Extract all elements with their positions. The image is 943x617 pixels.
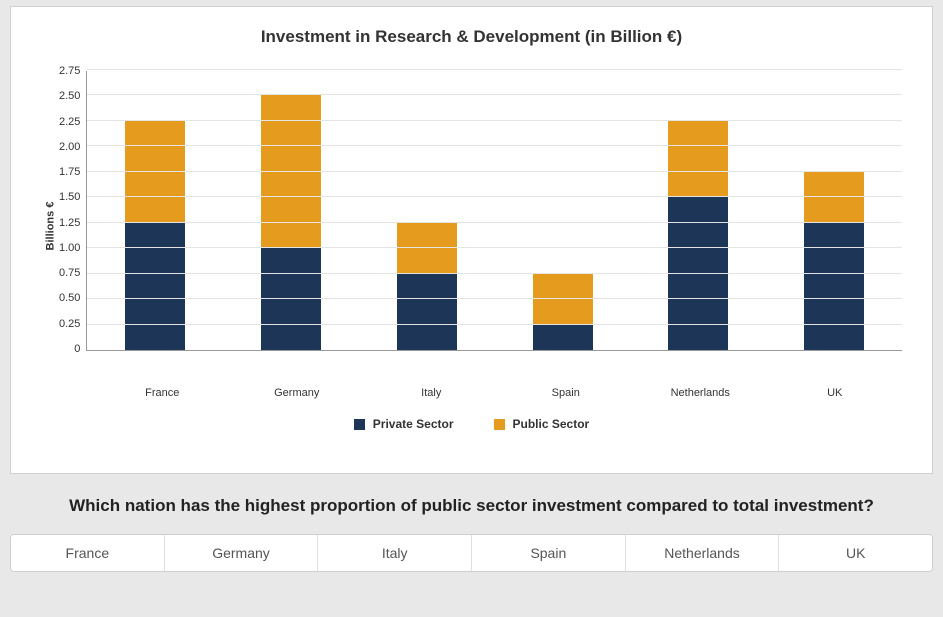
option-spain[interactable]: Spain	[472, 535, 626, 571]
x-tick: Italy	[364, 387, 499, 399]
bar-netherlands	[668, 121, 728, 350]
option-france[interactable]: France	[11, 535, 165, 571]
bar-france	[125, 121, 185, 350]
chart-card: Investment in Research & Development (in…	[10, 6, 933, 474]
x-tick: Germany	[230, 387, 365, 399]
y-tick: 0.50	[59, 292, 80, 304]
gridline	[87, 69, 902, 70]
legend-item-public: Public Sector	[494, 417, 590, 431]
bar-spain	[533, 274, 593, 350]
question-text: Which nation has the highest proportion …	[10, 496, 933, 516]
legend-label-public: Public Sector	[513, 417, 590, 431]
x-axis-ticks: FranceGermanyItalySpainNetherlandsUK	[95, 387, 902, 399]
option-uk[interactable]: UK	[779, 535, 932, 571]
y-tick: 1.25	[59, 217, 80, 229]
bars-container	[87, 71, 902, 350]
y-axis-ticks: 2.75 2.50 2.25 2.00 1.75 1.50 1.25 1.00 0.75 0.50…	[59, 65, 86, 355]
bar-slot	[223, 71, 359, 350]
bar-segment-private	[397, 274, 457, 350]
chart-body: Billions € 2.752.502.252.001.751.501.251…	[41, 71, 902, 381]
option-germany[interactable]: Germany	[165, 535, 319, 571]
bar-segment-private	[125, 223, 185, 350]
bar-slot	[766, 71, 902, 350]
gridline	[87, 324, 902, 325]
option-italy[interactable]: Italy	[318, 535, 472, 571]
gridline	[87, 196, 902, 197]
y-axis-label: Billions €	[44, 202, 56, 251]
y-tick: 1.75	[59, 166, 80, 178]
bar-segment-public	[668, 121, 728, 197]
bar-segment-private	[804, 223, 864, 350]
gridline	[87, 298, 902, 299]
legend-label-private: Private Sector	[373, 417, 454, 431]
gridline	[87, 273, 902, 274]
bar-segment-public	[804, 172, 864, 223]
y-tick: 1.00	[59, 242, 80, 254]
bar-segment-private	[261, 248, 321, 350]
bar-segment-private	[668, 197, 728, 350]
bar-segment-public	[125, 121, 185, 223]
x-tick: UK	[768, 387, 903, 399]
chart-title: Investment in Research & Development (in…	[41, 27, 902, 47]
y-tick: 0.75	[59, 267, 80, 279]
legend: Private Sector Public Sector	[41, 417, 902, 431]
bar-slot	[495, 71, 631, 350]
gridline	[87, 120, 902, 121]
x-tick: France	[95, 387, 230, 399]
bar-segment-public	[261, 95, 321, 248]
legend-item-private: Private Sector	[354, 417, 454, 431]
bar-germany	[261, 95, 321, 350]
gridline	[87, 247, 902, 248]
bar-slot	[87, 71, 223, 350]
y-tick: 0	[74, 343, 80, 355]
gridline	[87, 171, 902, 172]
bar-slot	[359, 71, 495, 350]
y-tick: 2.75	[59, 65, 80, 77]
bar-segment-private	[533, 325, 593, 350]
option-netherlands[interactable]: Netherlands	[626, 535, 780, 571]
y-axis-label-wrap: Billions €	[41, 71, 59, 381]
gridline	[87, 94, 902, 95]
y-tick: 2.50	[59, 90, 80, 102]
legend-swatch-public	[494, 419, 505, 430]
bar-segment-public	[397, 223, 457, 274]
y-tick: 1.50	[59, 191, 80, 203]
x-tick: Spain	[499, 387, 634, 399]
y-tick: 2.25	[59, 116, 80, 128]
plot-area	[86, 71, 902, 351]
question-block: Which nation has the highest proportion …	[10, 496, 933, 572]
legend-swatch-private	[354, 419, 365, 430]
gridline	[87, 145, 902, 146]
y-tick: 2.00	[59, 141, 80, 153]
x-tick: Netherlands	[633, 387, 768, 399]
bar-segment-public	[533, 274, 593, 325]
y-tick: 0.25	[59, 318, 80, 330]
bar-slot	[630, 71, 766, 350]
gridline	[87, 222, 902, 223]
answer-options: FranceGermanyItalySpainNetherlandsUK	[10, 534, 933, 572]
bar-italy	[397, 223, 457, 350]
